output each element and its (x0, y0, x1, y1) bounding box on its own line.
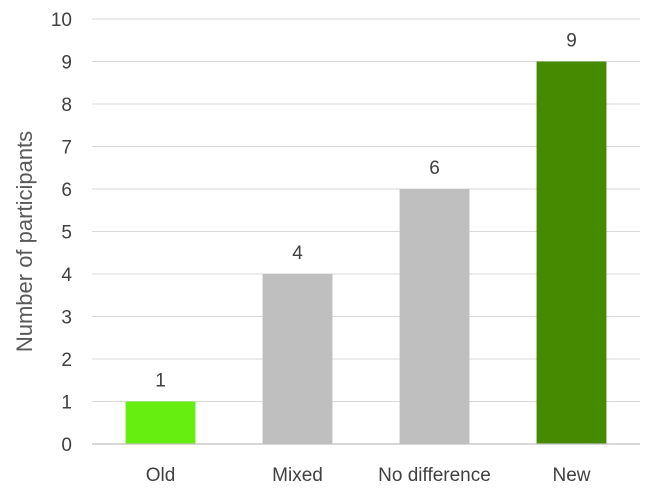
bar-new (536, 61, 607, 444)
y-gridlines (92, 18, 640, 402)
data-label: 6 (429, 158, 440, 179)
y-tick-labels: 0 1 2 3 4 5 6 7 8 9 10 (51, 10, 73, 456)
data-label: 1 (155, 371, 166, 392)
bars (125, 61, 607, 444)
y-tick-label: 0 (61, 435, 72, 456)
bar-no-difference (399, 189, 470, 444)
y-tick-label: 4 (61, 265, 72, 286)
y-tick-label: 10 (51, 10, 72, 31)
data-label: 4 (292, 243, 303, 264)
y-tick-label: 9 (61, 53, 72, 74)
y-tick-label: 8 (61, 95, 72, 116)
y-axis-title: Number of participants (12, 131, 37, 352)
y-tick-label: 1 (61, 393, 72, 414)
y-tick-label: 6 (61, 180, 72, 201)
x-tick-label: New (552, 465, 590, 486)
y-tick-label: 2 (61, 350, 72, 371)
x-tick-label: Mixed (272, 465, 323, 486)
data-label: 9 (566, 31, 577, 52)
y-tick-label: 5 (61, 223, 72, 244)
y-tick-label: 3 (61, 308, 72, 329)
y-tick-label: 7 (61, 138, 72, 159)
x-tick-label: Old (146, 465, 176, 486)
x-tick-labels: Old Mixed No difference New (146, 465, 591, 486)
bar-old (125, 401, 196, 444)
x-tick-label: No difference (378, 465, 491, 486)
data-labels: 1 4 6 9 (155, 31, 577, 392)
bar-mixed (262, 274, 333, 444)
